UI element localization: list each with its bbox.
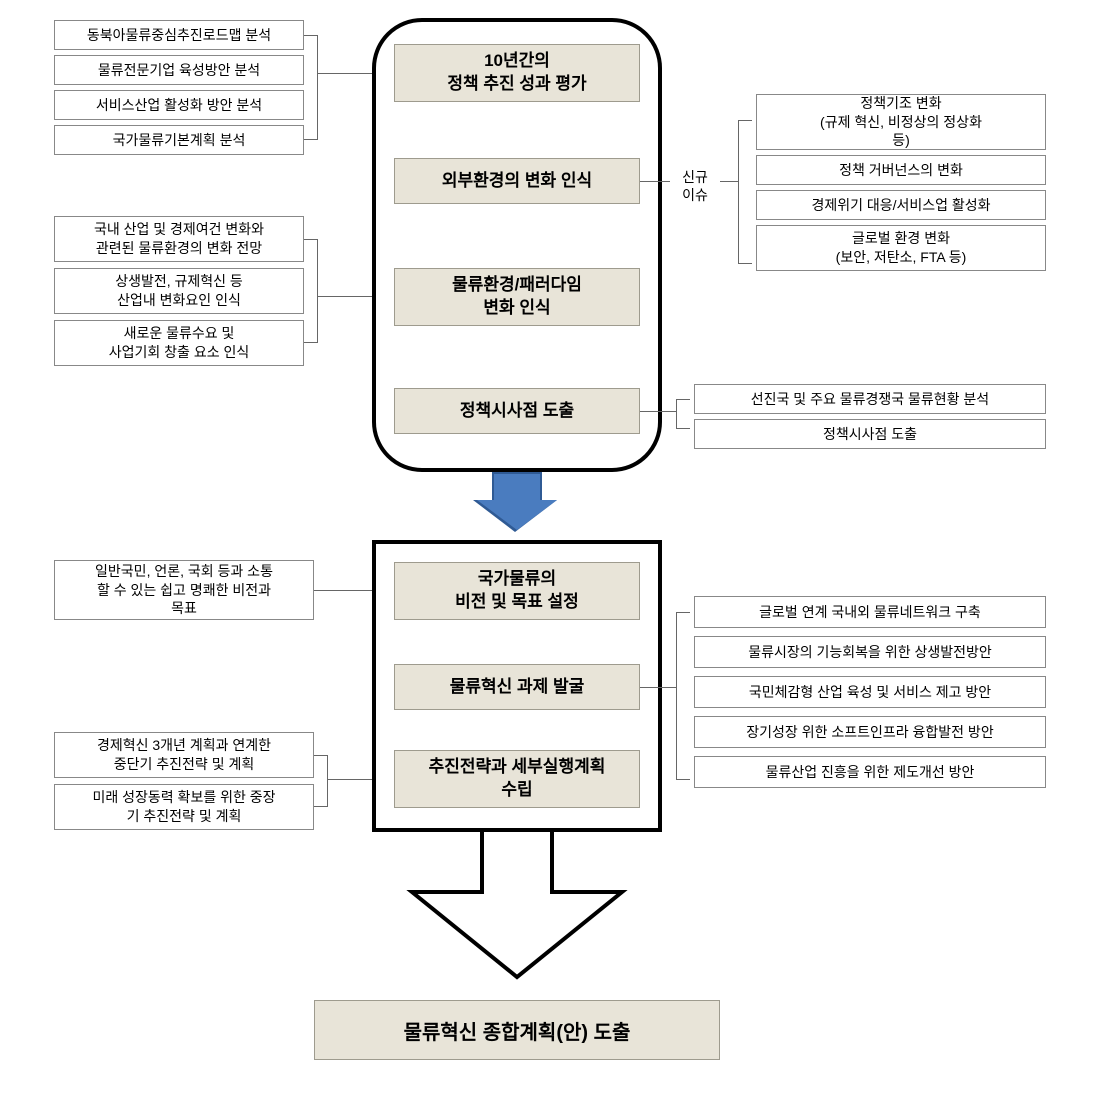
lr-text-0: 글로벌 연계 국내외 물류네트워크 구축 [759,603,981,622]
lr-box-3: 장기성장 위한 소프트인프라 융합발전 방안 [694,716,1046,748]
lr-text-2: 국민체감형 산업 육성 및 서비스 제고 방안 [749,683,991,702]
upper-step-3-text: 물류환경/패러다임변화 인식 [452,274,582,320]
ur2-box-1: 정책시사점 도출 [694,419,1046,449]
ur1-box-0: 정책기조 변화(규제 혁신, 비정상의 정상화등) [756,94,1046,150]
upper-step-1: 10년간의정책 추진 성과 평가 [394,44,640,102]
ll1-text: 일반국민, 언론, 국회 등과 소통할 수 있는 쉽고 명쾌한 비전과목표 [95,562,273,619]
ul2-bracket [304,239,318,343]
big-arrow-svg [400,832,634,982]
ur2-text-0: 선진국 및 주요 물류경쟁국 물류현황 분석 [751,390,989,409]
diagram-canvas: 10년간의정책 추진 성과 평가 외부환경의 변화 인식 물류환경/패러다임변화… [0,0,1104,1110]
lower-step-1-text: 국가물류의비전 및 목표 설정 [455,568,579,614]
upper-step-2-text: 외부환경의 변화 인식 [442,170,592,193]
lr-text-4: 물류산업 진흥을 위한 제도개선 방안 [766,763,975,782]
ur1-text-3: 글로벌 환경 변화(보안, 저탄소, FTA 등) [836,229,967,267]
ul1-bracket [304,35,318,140]
upper-step-4-text: 정책시사점 도출 [460,400,574,423]
ul2-box-0: 국내 산업 및 경제여건 변화와관련된 물류환경의 변화 전망 [54,216,304,262]
ul2-text-1: 상생발전, 규제혁신 등산업내 변화요인 인식 [115,272,243,310]
ur1-text-2: 경제위기 대응/서비스업 활성화 [811,196,990,215]
lower-step-2-text: 물류혁신 과제 발굴 [450,676,585,699]
upper-right-label: 신규이슈 [672,168,718,204]
ll2-bracket [314,755,328,807]
ur1-bracket [738,120,752,264]
ur2-connector [640,411,676,412]
ll2-box-1: 미래 성장동력 확보를 위한 중장기 추진전략 및 계획 [54,784,314,830]
ur-connector-2 [720,181,738,182]
ur-connector-1 [640,181,670,182]
lr-text-1: 물류시장의 기능회복을 위한 상생발전방안 [748,643,992,662]
ul2-box-1: 상생발전, 규제혁신 등산업내 변화요인 인식 [54,268,304,314]
lower-step-3-text: 추진전략과 세부실행계획수립 [429,756,606,802]
lower-step-3: 추진전략과 세부실행계획수립 [394,750,640,808]
ul1-box-1: 물류전문기업 육성방안 분석 [54,55,304,85]
ur2-bracket [676,399,690,429]
ll2-text-1: 미래 성장동력 확보를 위한 중장기 추진전략 및 계획 [93,788,276,826]
ur2-text-1: 정책시사점 도출 [823,425,917,444]
upper-step-4: 정책시사점 도출 [394,388,640,434]
upper-step-2: 외부환경의 변화 인식 [394,158,640,204]
mid-arrow [472,472,562,532]
ur1-text-0: 정책기조 변화(규제 혁신, 비정상의 정상화등) [820,94,982,151]
upper-right-label-text: 신규이슈 [682,169,708,203]
lower-step-2: 물류혁신 과제 발굴 [394,664,640,710]
upper-step-1-text: 10년간의정책 추진 성과 평가 [447,50,586,96]
lr-box-4: 물류산업 진흥을 위한 제도개선 방안 [694,756,1046,788]
lr-connector [640,687,676,688]
big-arrow [400,832,634,982]
final-box: 물류혁신 종합계획(안) 도출 [314,1000,720,1060]
lr-box-1: 물류시장의 기능회복을 위한 상생발전방안 [694,636,1046,668]
upper-step-3: 물류환경/패러다임변화 인식 [394,268,640,326]
ul1-text-0: 동북아물류중심추진로드맵 분석 [87,26,271,45]
ll1-box: 일반국민, 언론, 국회 등과 소통할 수 있는 쉽고 명쾌한 비전과목표 [54,560,314,620]
lr-box-2: 국민체감형 산업 육성 및 서비스 제고 방안 [694,676,1046,708]
lr-box-0: 글로벌 연계 국내외 물류네트워크 구축 [694,596,1046,628]
ll2-text-0: 경제혁신 3개년 계획과 연계한중단기 추진전략 및 계획 [97,736,271,774]
lower-step-1: 국가물류의비전 및 목표 설정 [394,562,640,620]
ur1-text-1: 정책 거버넌스의 변화 [839,161,963,180]
ur1-box-2: 경제위기 대응/서비스업 활성화 [756,190,1046,220]
ul1-box-2: 서비스산업 활성화 방안 분석 [54,90,304,120]
ul1-text-3: 국가물류기본계획 분석 [113,131,246,150]
ur1-box-1: 정책 거버넌스의 변화 [756,155,1046,185]
lr-text-3: 장기성장 위한 소프트인프라 융합발전 방안 [746,723,993,742]
ul2-box-2: 새로운 물류수요 및사업기회 창출 요소 인식 [54,320,304,366]
ul2-text-0: 국내 산업 및 경제여건 변화와관련된 물류환경의 변화 전망 [94,220,264,258]
ul1-text-1: 물류전문기업 육성방안 분석 [98,61,260,80]
ur1-box-3: 글로벌 환경 변화(보안, 저탄소, FTA 등) [756,225,1046,271]
ur2-box-0: 선진국 및 주요 물류경쟁국 물류현황 분석 [694,384,1046,414]
ul1-box-0: 동북아물류중심추진로드맵 분석 [54,20,304,50]
ul2-connector [318,296,372,297]
ul1-text-2: 서비스산업 활성화 방안 분석 [96,96,262,115]
lr-bracket [676,612,690,780]
ul1-box-3: 국가물류기본계획 분석 [54,125,304,155]
final-text: 물류혁신 종합계획(안) 도출 [404,1016,631,1045]
ul2-text-2: 새로운 물류수요 및사업기회 창출 요소 인식 [109,324,249,362]
ul1-connector [318,73,372,74]
ll1-connector [314,590,372,591]
ll2-connector [328,779,372,780]
ll2-box-0: 경제혁신 3개년 계획과 연계한중단기 추진전략 및 계획 [54,732,314,778]
